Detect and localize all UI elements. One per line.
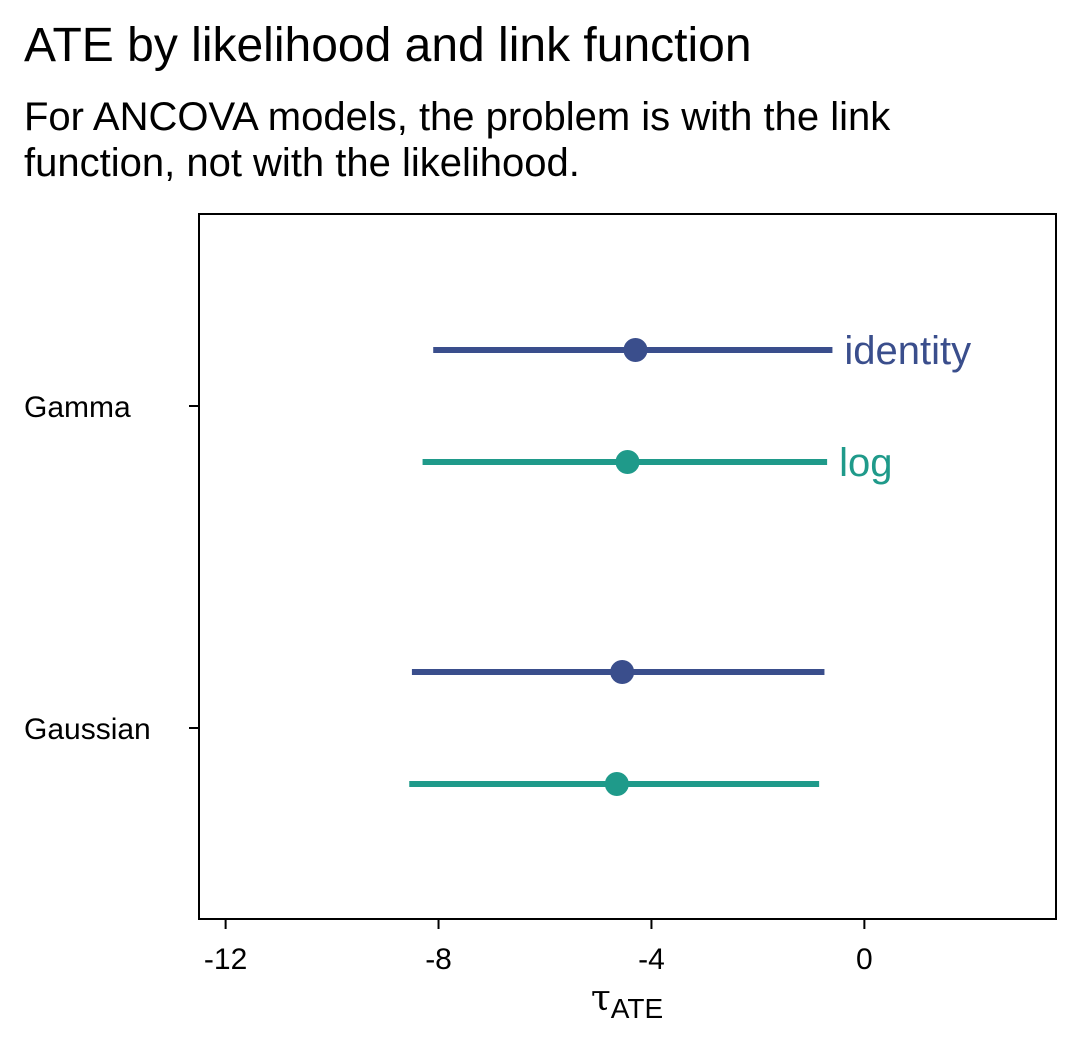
x-axis: -12 -8 -4 0 [204, 919, 873, 976]
chart-marks: identity log [409, 329, 971, 796]
x-tick-label: 0 [856, 943, 873, 976]
y-tick-label: Gaussian [24, 713, 151, 746]
plot-panel-border [198, 213, 1057, 920]
point-estimate [615, 450, 640, 474]
series-label: log [839, 441, 892, 485]
point-estimate [604, 772, 629, 796]
chart-subtitle: For ANCOVA models, the problem is with t… [24, 95, 891, 185]
series-label: identity [844, 329, 971, 373]
x-tick-label: -8 [425, 943, 452, 976]
chart-title: ATE by likelihood and link function [24, 19, 752, 72]
x-axis-title: τATE [591, 978, 663, 1024]
point-estimate [610, 660, 635, 684]
y-axis: Gamma Gaussian [24, 391, 199, 746]
point-estimate [623, 338, 648, 362]
x-axis-title-symbol: τ [591, 978, 611, 1019]
y-tick-label: Gamma [24, 391, 131, 424]
x-tick-label: -4 [638, 943, 665, 976]
x-tick-label: -12 [204, 943, 247, 976]
x-axis-title-subscript: ATE [611, 993, 663, 1024]
